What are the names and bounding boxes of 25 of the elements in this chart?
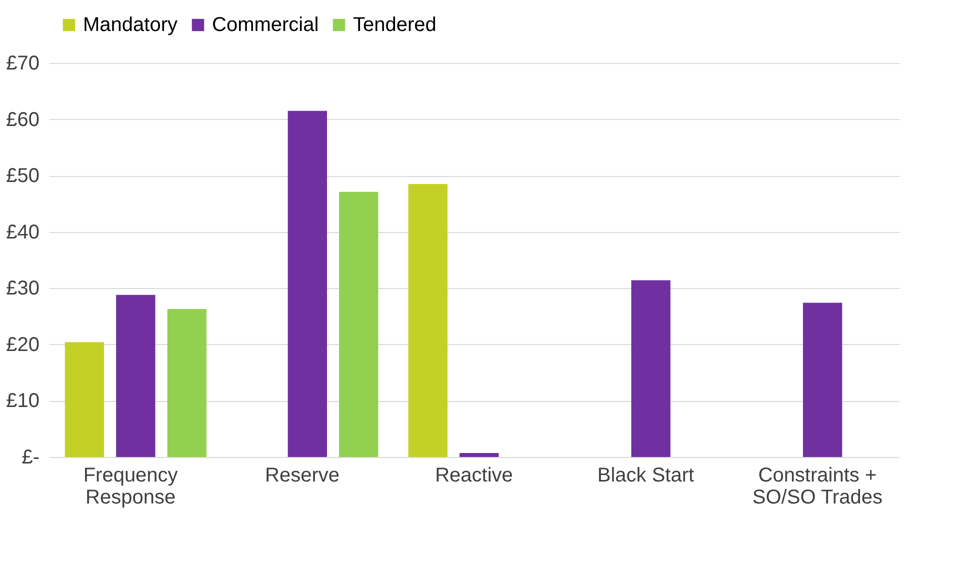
bar <box>116 294 156 457</box>
bar <box>802 302 842 457</box>
bar <box>288 110 327 457</box>
y-tick-label: £70 <box>6 52 40 74</box>
y-tick-label: £20 <box>6 334 40 356</box>
y-tick-label: £60 <box>6 108 40 131</box>
x-tick-label: Reactive <box>435 464 513 486</box>
y-tick-label: £30 <box>6 278 40 300</box>
y-tick-label: £10 <box>6 390 40 412</box>
bar <box>64 342 104 457</box>
x-tick-label: Reserve <box>265 464 340 486</box>
y-tick-label: £- <box>22 446 40 468</box>
x-tick-label: Frequency Response <box>83 464 178 508</box>
legend-label: Tendered <box>353 14 436 36</box>
y-tick-label: £40 <box>6 221 40 244</box>
x-tick-label: Constraints + SO/SO Trades <box>752 464 882 508</box>
y-tick-label: £50 <box>6 165 40 188</box>
x-tick-label: Black Start <box>597 464 695 486</box>
legend-label: Mandatory <box>83 14 178 36</box>
bar <box>631 280 670 457</box>
bar <box>167 308 206 457</box>
legend-label: Commercial <box>212 14 319 36</box>
bar <box>408 184 448 457</box>
bar <box>460 453 499 457</box>
bar <box>339 192 378 457</box>
